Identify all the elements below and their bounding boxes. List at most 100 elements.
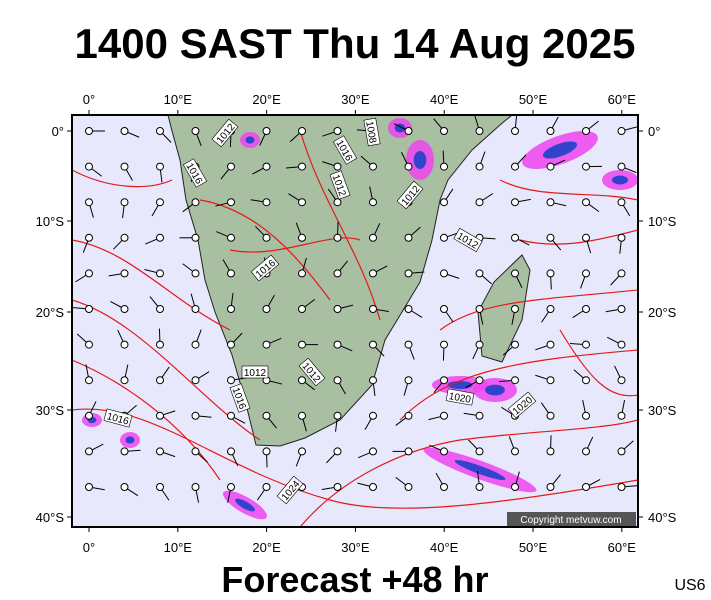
wind-station (440, 447, 448, 456)
wind-station (156, 198, 164, 207)
wind-station (617, 483, 626, 491)
isobar-label-text: 1020 (448, 391, 472, 406)
isobar-label-box (396, 180, 424, 210)
wind-station (156, 411, 164, 420)
wind-station (369, 198, 377, 207)
wind-station (582, 340, 590, 349)
lat-label: 20°S (648, 305, 677, 320)
precip-core (454, 460, 506, 480)
copyright-box (507, 512, 636, 526)
wind-station (298, 198, 306, 207)
wind-station (546, 340, 555, 349)
wind-station (546, 411, 555, 420)
wind-station (440, 233, 448, 242)
wind-station (191, 198, 200, 207)
lon-label: 10°E (164, 92, 193, 107)
wind-station (582, 233, 590, 242)
wind-station (546, 198, 555, 207)
precip-core (245, 136, 255, 144)
wind-station (617, 162, 626, 171)
wind-station (227, 162, 235, 171)
isobar-label-box (453, 227, 483, 253)
precip-core (235, 498, 255, 512)
wind-station (617, 269, 626, 278)
isobar (559, 329, 638, 397)
wind-station (120, 233, 129, 242)
lon-label: 20°E (252, 540, 281, 555)
wind-station (227, 483, 235, 491)
isobar (399, 349, 638, 421)
lat-label: 30°S (648, 403, 677, 418)
wind-station (298, 233, 306, 242)
wind-station (262, 198, 271, 207)
wind-station (582, 198, 590, 207)
wind-station (369, 483, 377, 491)
wind-station (617, 447, 626, 456)
isobar-label-box (298, 357, 326, 387)
wind-station (85, 376, 93, 385)
isobar-label-box (182, 158, 208, 188)
isobar-label-box (229, 383, 251, 413)
isobar-label-box (363, 117, 381, 147)
wind-station (156, 305, 164, 313)
wind-station (546, 483, 555, 491)
wind-station (298, 305, 306, 313)
wind-station (262, 411, 271, 420)
isobar (299, 129, 381, 321)
wind-station (369, 269, 377, 278)
africa (167, 115, 513, 447)
wind-station (333, 305, 342, 313)
wind-station (120, 198, 129, 207)
wind-station (404, 127, 413, 135)
lon-label: 60°E (608, 540, 637, 555)
lon-label: 40°E (430, 92, 459, 107)
wind-station (582, 269, 590, 278)
wind-station (404, 269, 413, 278)
wind-station (440, 305, 448, 313)
wind-station (120, 483, 129, 491)
wind-station (404, 162, 413, 171)
wind-station (85, 127, 93, 135)
wind-station (262, 447, 271, 456)
isobar (519, 229, 638, 245)
wind-station (617, 233, 626, 242)
wind-station (227, 340, 235, 349)
wind-station (120, 305, 129, 313)
wind-station (298, 411, 306, 420)
wind-station (404, 447, 413, 456)
wind-station (404, 411, 413, 420)
wind-station (262, 162, 271, 171)
lon-label: 10°E (164, 540, 193, 555)
wind-station (85, 411, 93, 420)
wind-station (369, 305, 377, 313)
lon-label: 30°E (341, 540, 370, 555)
lon-label: 0° (83, 92, 95, 107)
precip-core (611, 175, 629, 185)
isobar (72, 408, 638, 509)
wind-station (546, 269, 555, 278)
wind-station (262, 127, 271, 135)
wind-station (475, 340, 484, 349)
wind-station (475, 376, 484, 385)
isobar (499, 179, 638, 201)
wind-station (475, 127, 484, 135)
wind-station (582, 162, 590, 171)
wind-station (369, 411, 377, 420)
isobar (229, 237, 361, 253)
lon-label: 50°E (519, 540, 548, 555)
wind-station (369, 376, 377, 385)
forecast-label: Forecast +48 hr (221, 559, 488, 600)
wind-station (191, 233, 200, 242)
wind-station (85, 483, 93, 491)
wind-station (617, 127, 626, 135)
isobar-label: 1012 (241, 365, 269, 379)
wind-station (227, 198, 235, 207)
lon-label: 20°E (252, 92, 281, 107)
wind-station (475, 411, 484, 420)
wind-station (440, 162, 448, 171)
wind-station (582, 376, 590, 385)
lat-label: 40°S (36, 510, 65, 525)
isobar (72, 299, 261, 441)
